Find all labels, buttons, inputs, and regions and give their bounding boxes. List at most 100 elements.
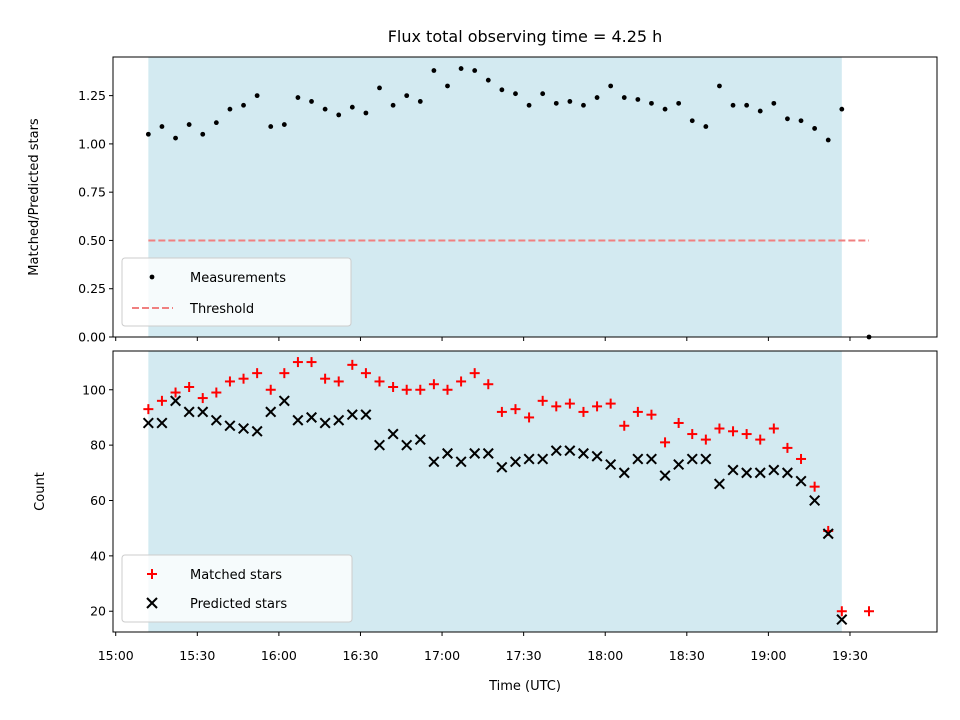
predicted-star-point-b: [238, 423, 250, 435]
matched-star-point: [578, 406, 589, 417]
measurement-point: [363, 110, 369, 116]
matched-star-point: [796, 453, 807, 464]
predicted-star-point: [142, 417, 154, 429]
x-tick-label: 19:00: [750, 648, 786, 663]
predicted-star-point: [374, 439, 386, 451]
predicted-star-point-b: [183, 406, 195, 418]
measurement-point: [200, 131, 206, 137]
predicted-star-point-b: [537, 453, 549, 465]
predicted-star-point: [768, 464, 780, 476]
predicted-star-point: [401, 439, 413, 451]
matched-star-point: [551, 401, 562, 412]
measurement-point: [145, 131, 151, 137]
predicted-star-point-b: [170, 395, 182, 407]
measurement-point: [635, 97, 641, 102]
predicted-star-point: [713, 478, 725, 490]
bottom-legend-box: [121, 554, 353, 623]
legend-matched-label: Matched stars: [190, 568, 282, 583]
x-tick-label: 17:00: [424, 648, 460, 663]
x-tick-label: 15:00: [98, 648, 134, 663]
predicted-star-point-b: [224, 420, 236, 432]
measurement-point: [445, 83, 450, 89]
matched-star-point: [687, 429, 698, 440]
predicted-star-point-b: [618, 467, 630, 479]
measurement-point: [839, 106, 845, 112]
predicted-star-point-b: [251, 425, 263, 437]
predicted-star-point-b: [754, 467, 766, 479]
bottom-legend: Matched stars Predicted stars: [121, 554, 353, 623]
top-plot-marks: [145, 66, 872, 340]
predicted-star-point-b: [768, 464, 780, 476]
predicted-star-point-b: [306, 411, 318, 423]
measurement-point: [717, 83, 722, 89]
predicted-star-point: [265, 406, 277, 418]
matched-star-point: [170, 387, 181, 398]
measurement-point: [744, 102, 750, 108]
predicted-star-point: [414, 434, 426, 446]
predicted-star-point: [278, 395, 290, 407]
matched-star-point: [836, 606, 847, 617]
predicted-star-point-b: [469, 447, 481, 459]
predicted-star-point-b: [482, 447, 494, 459]
matched-star-point: [347, 359, 358, 370]
top-legend-box: [121, 257, 352, 327]
matched-star-point: [632, 406, 643, 417]
predicted-star-point: [659, 470, 671, 482]
bottom-panel: 20 40 60 80 100 15:00 15:30 16:00 16:30 17:00 17:3…: [33, 350, 938, 694]
predicted-star-point: [251, 425, 263, 437]
predicted-star-point-b: [441, 447, 454, 459]
matched-star-point: [700, 434, 711, 445]
predicted-star-point: [428, 456, 440, 468]
predicted-star-point: [700, 453, 712, 465]
predicted-star-point: [523, 453, 535, 465]
predicted-star-point: [455, 456, 467, 468]
matched-star-point: [265, 384, 276, 395]
predicted-star-point: [509, 456, 521, 468]
x-tick-label: 17:30: [506, 648, 542, 663]
predicted-star-point-b: [673, 459, 685, 471]
bottom-y-tick-label: 40: [90, 548, 106, 563]
predicted-star-point-b: [564, 445, 576, 457]
predicted-star-point-b: [428, 456, 440, 468]
predicted-star-point-b: [591, 450, 603, 462]
predicted-star-point-b: [387, 428, 399, 440]
measurement-point: [581, 102, 586, 108]
predicted-star-point-b: [401, 439, 413, 451]
measurement-point: [213, 120, 219, 126]
predicted-star-point-b: [292, 414, 304, 426]
predicted-star-point: [754, 467, 766, 479]
measurement-point: [186, 122, 192, 127]
predicted-star-point-b: [374, 439, 386, 451]
matched-star-point: [143, 404, 154, 415]
predicted-star-point-b: [836, 614, 848, 626]
measurement-point: [173, 135, 178, 141]
measurement-point: [309, 99, 314, 104]
predicted-star-point-b: [795, 475, 807, 487]
legend-predicted-label: Predicted stars: [190, 597, 287, 612]
measurement-point: [703, 124, 709, 129]
measurement-point: [431, 68, 437, 73]
matched-star-point: [401, 384, 412, 395]
top-y-tick-label: 0.00: [78, 330, 106, 345]
measurement-point: [458, 66, 464, 71]
x-tick-label: 18:30: [669, 648, 705, 663]
predicted-star-point: [781, 467, 793, 479]
measurement-point: [377, 85, 382, 91]
bottom-y-tick-label: 20: [90, 604, 106, 619]
chart-title: Flux total observing time = 4.25 h: [388, 27, 663, 46]
bottom-axes-frame: [112, 350, 938, 633]
x-tick-label: 15:30: [179, 648, 215, 663]
measurement-point: [281, 122, 287, 127]
matched-star-point: [605, 398, 616, 409]
predicted-star-point: [224, 420, 236, 432]
matched-star-point: [673, 417, 684, 428]
top-panel: 0.00 0.25 0.50 0.75 1.00 1.25 Flux total obse…: [27, 27, 938, 345]
predicted-star-point: [686, 453, 698, 465]
predicted-star-point: [333, 414, 345, 426]
matched-star-point: [469, 368, 480, 379]
x-axis-label: Time (UTC): [488, 679, 561, 694]
predicted-star-point-b: [414, 434, 426, 446]
predicted-star-point: [319, 417, 331, 429]
matched-star-point: [741, 429, 752, 440]
top-axis-ticks: 0.00 0.25 0.50 0.75 1.00 1.25: [78, 88, 851, 345]
